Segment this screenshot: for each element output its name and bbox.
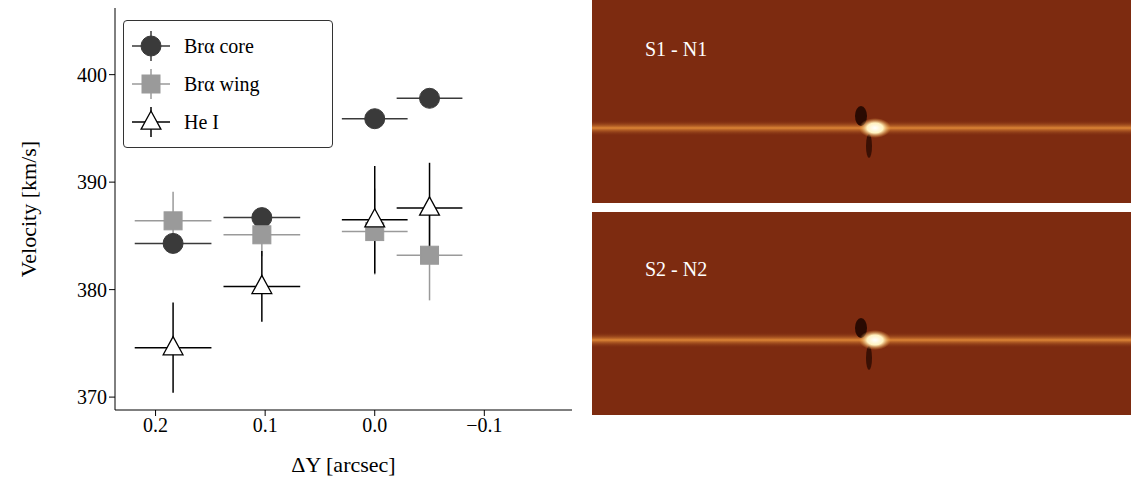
html-text:Brα wing: Brα wing bbox=[184, 72, 260, 95]
svg-text:ΔY [arcsec]: ΔY [arcsec] bbox=[291, 452, 395, 477]
svg-text:380: 380 bbox=[77, 279, 107, 301]
svg-text:370: 370 bbox=[77, 386, 107, 408]
svg-text:Velocity [km/s]: Velocity [km/s] bbox=[16, 141, 41, 277]
html-text:He I: He I bbox=[184, 110, 219, 133]
svg-text:0.2: 0.2 bbox=[143, 414, 168, 436]
svg-text:0.0: 0.0 bbox=[362, 414, 387, 436]
svg-text:S2 - N2: S2 - N2 bbox=[645, 258, 707, 280]
svg-text:400: 400 bbox=[77, 64, 107, 86]
html-text:Brα core: Brα core bbox=[184, 34, 254, 57]
svg-text:−0.1: −0.1 bbox=[466, 414, 502, 436]
svg-text:390: 390 bbox=[77, 171, 107, 193]
svg-text:S1 - N1: S1 - N1 bbox=[645, 38, 707, 60]
svg-text:0.1: 0.1 bbox=[253, 414, 278, 436]
